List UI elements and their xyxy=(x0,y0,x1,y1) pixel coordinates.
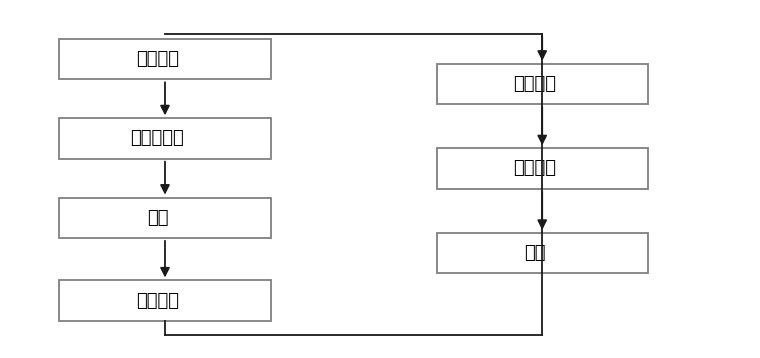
Bar xyxy=(59,198,271,238)
Bar xyxy=(436,233,648,273)
Text: 锚杆安装: 锚杆安装 xyxy=(513,75,556,93)
Bar xyxy=(59,39,271,79)
Text: 测量定位: 测量定位 xyxy=(136,50,179,68)
Text: 灌注砂浆: 灌注砂浆 xyxy=(136,292,179,310)
Bar xyxy=(436,64,648,104)
Bar xyxy=(436,148,648,189)
Text: 布孔、钻孔: 布孔、钻孔 xyxy=(131,130,185,147)
Bar xyxy=(59,280,271,321)
Text: 验收: 验收 xyxy=(524,244,546,262)
Bar xyxy=(59,118,271,159)
Text: 清孔: 清孔 xyxy=(147,209,168,227)
Text: 孔口封堵: 孔口封堵 xyxy=(513,159,556,178)
